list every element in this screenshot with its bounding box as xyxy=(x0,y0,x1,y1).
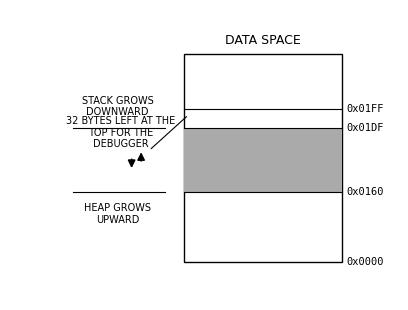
Text: 0x01DF: 0x01DF xyxy=(347,123,384,133)
Text: 0x0160: 0x0160 xyxy=(347,187,384,197)
Text: STACK GROWS
DOWNWARD: STACK GROWS DOWNWARD xyxy=(82,95,153,117)
Text: HEAP GROWS
UPWARD: HEAP GROWS UPWARD xyxy=(84,203,151,225)
Text: 0x0000: 0x0000 xyxy=(347,257,384,267)
Text: 32 BYTES LEFT AT THE
TOP FOR THE
DEBUGGER: 32 BYTES LEFT AT THE TOP FOR THE DEBUGGE… xyxy=(66,116,175,149)
Text: DATA SPACE: DATA SPACE xyxy=(225,34,301,47)
Bar xyxy=(184,54,342,262)
Bar xyxy=(184,128,342,192)
Text: 0x01FF: 0x01FF xyxy=(347,104,384,114)
